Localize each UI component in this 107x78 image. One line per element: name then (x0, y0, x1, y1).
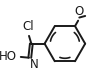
Text: Cl: Cl (22, 20, 34, 33)
Text: HO: HO (0, 50, 17, 63)
Text: O: O (74, 5, 84, 18)
Text: N: N (30, 58, 39, 72)
